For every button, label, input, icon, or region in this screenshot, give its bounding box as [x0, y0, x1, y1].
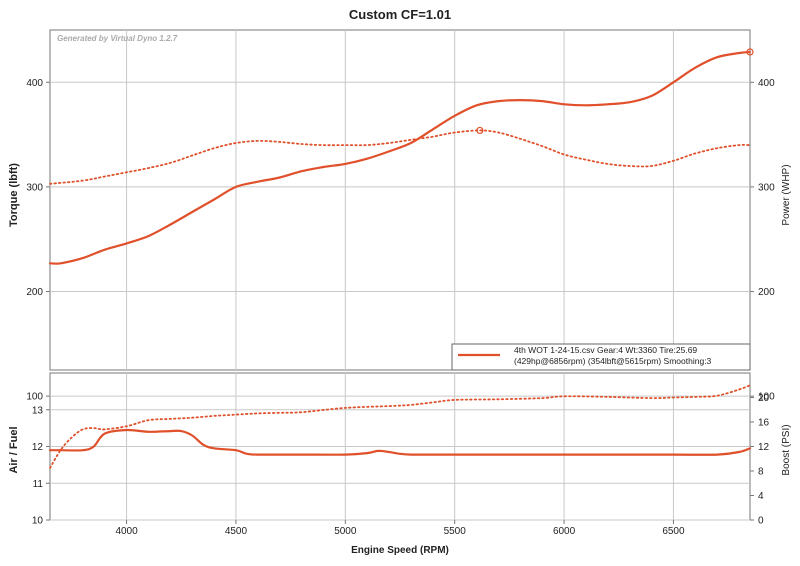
x-tick-label: 5000: [334, 526, 357, 537]
power-curve: [49, 129, 751, 185]
legend-box: 4th WOT 1-24-15.csv Gear:4 Wt:3360 Tire:…: [451, 343, 751, 371]
torque-tick-label: 400: [26, 78, 43, 89]
top-plot-frame: [49, 29, 751, 371]
power-tick-label: 100: [758, 392, 775, 403]
torque-tick-label: 200: [26, 287, 43, 298]
top-plot-series: [48, 48, 754, 265]
power-tick-label: 300: [758, 182, 775, 193]
x-tick-label: 5500: [444, 526, 467, 537]
boost-tick-label: 16: [758, 418, 770, 429]
legend-line-2: (429hp@6856rpm) (354lbft@5615rpm) Smooth…: [514, 356, 712, 366]
x-tick-label: 6500: [662, 526, 685, 537]
torque-curve: [48, 50, 752, 265]
torque-tick-label: 300: [26, 182, 43, 193]
watermark-text: Generated by Virtual Dyno 1.2.7: [57, 34, 178, 43]
legend-line-1: 4th WOT 1-24-15.csv Gear:4 Wt:3360 Tire:…: [514, 345, 697, 355]
torque-tick-label: 100: [26, 392, 43, 403]
boost-tick-label: 12: [758, 442, 770, 453]
x-tick-label: 6000: [553, 526, 576, 537]
power-tick-label: 200: [758, 287, 775, 298]
air-fuel-tick-label: 13: [32, 405, 44, 416]
top-plot-ticks: 100 200 300 400 100 200 300 400: [26, 78, 775, 403]
air-fuel-curve: [48, 428, 752, 456]
bottom-plot-grid: [50, 373, 750, 521]
boost-tick-label: 8: [758, 467, 764, 478]
boost-tick-label: 4: [758, 491, 764, 502]
power-axis-label: Power (WHP): [781, 164, 792, 225]
peak-marker: [746, 48, 754, 56]
peak-marker: [476, 126, 484, 135]
chart-title: Custom CF=1.01: [349, 7, 451, 22]
engine-speed-axis-label: Engine Speed (RPM): [351, 545, 449, 556]
top-plot-grid: [50, 30, 750, 397]
boost-axis-label: Boost (PSI): [781, 424, 792, 475]
air-fuel-tick-label: 12: [32, 442, 44, 453]
air-fuel-tick-label: 10: [32, 516, 44, 527]
boost-tick-label: 20: [758, 393, 770, 404]
torque-axis-label: Torque (lbft): [8, 163, 20, 227]
boost-tick-label: 0: [758, 516, 764, 527]
power-tick-label: 400: [758, 78, 775, 89]
bottom-plot-ticks: 4000 4500 5000 5500 6000 6500 10 11 12 13 0 4 8 12 16 2…: [32, 393, 770, 537]
air-fuel-tick-label: 11: [33, 479, 44, 490]
x-tick-label: 4000: [115, 526, 138, 537]
boost-curve: [49, 384, 751, 469]
air-fuel-axis-label: Air / Fuel: [8, 426, 20, 473]
x-tick-label: 4500: [225, 526, 248, 537]
bottom-plot-series: [48, 384, 752, 469]
legend-frame: [451, 343, 751, 371]
